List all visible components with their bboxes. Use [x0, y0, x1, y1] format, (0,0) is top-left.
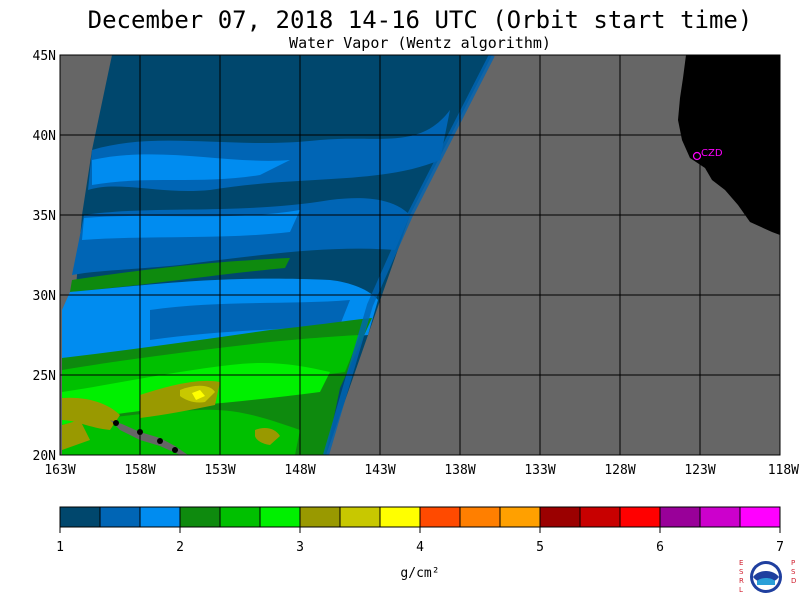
colorbar-swatch: [219, 506, 261, 528]
colorbar-tick-label: 7: [776, 540, 784, 555]
colorbar-tick-label: 2: [176, 540, 184, 555]
colorbar-swatch: [699, 506, 741, 528]
colorbar-swatch: [659, 506, 701, 528]
swath-field: [62, 55, 495, 455]
latitude-label: 35N: [33, 209, 56, 224]
colorbar-swatch: [419, 506, 461, 528]
colorbar-swatch: [259, 506, 301, 528]
longitude-label: 153W: [204, 463, 235, 478]
latitude-labels: 45N 40N 35N 30N 25N 20N: [33, 49, 56, 464]
colorbar-swatch: [619, 506, 661, 528]
longitude-labels: 163W 158W 153W 148W 143W 138W 133W 128W 123W 118W: [44, 463, 799, 478]
latitude-label: 45N: [33, 49, 56, 64]
station-label: CZD: [701, 148, 723, 159]
longitude-label: 123W: [684, 463, 715, 478]
colorbar-swatch: [379, 506, 421, 528]
colorbar-tick-label: 3: [296, 540, 304, 555]
latitude-label: 25N: [33, 369, 56, 384]
colorbar-tick-label: 1: [56, 540, 64, 555]
longitude-label: 128W: [604, 463, 635, 478]
colorbar-swatch: [299, 506, 341, 528]
plot-border: [59, 54, 781, 456]
colorbar-swatch: [179, 506, 221, 528]
longitude-label: 158W: [124, 463, 155, 478]
longitude-label: 163W: [44, 463, 75, 478]
colorbar-tick-label: 6: [656, 540, 664, 555]
longitude-label: 143W: [364, 463, 395, 478]
colorbar-unit-label: g/cm²: [400, 566, 439, 581]
station-marker: [692, 151, 702, 161]
colorbar-swatch: [459, 506, 501, 528]
land-area: [678, 55, 780, 235]
colorbar-swatch: [139, 506, 181, 528]
longitude-label: 118W: [768, 463, 799, 478]
page-title: December 07, 2018 14-16 UTC (Orbit start…: [87, 6, 753, 34]
colorbar-tick-label: 4: [416, 540, 424, 555]
latitude-label: 20N: [33, 449, 56, 464]
longitude-label: 148W: [284, 463, 315, 478]
longitude-label: 138W: [444, 463, 475, 478]
colorbar-swatch: [59, 506, 101, 528]
colorbar: 1 2 3 4 5 6 7: [56, 506, 784, 555]
colorbar-swatch: [339, 506, 381, 528]
colorbar-swatch: [499, 506, 541, 528]
latitude-label: 40N: [33, 129, 56, 144]
colorbar-swatch: [539, 506, 581, 528]
svg-text:PSD: PSD: [791, 559, 796, 585]
colorbar-swatch: [99, 506, 141, 528]
longitude-label: 133W: [524, 463, 555, 478]
page-subtitle: Water Vapor (Wentz algorithm): [289, 34, 551, 52]
colorbar-tick-label: 5: [536, 540, 544, 555]
colorbar-swatch: [739, 506, 781, 528]
colorbar-swatch: [579, 506, 621, 528]
latitude-label: 30N: [33, 289, 56, 304]
